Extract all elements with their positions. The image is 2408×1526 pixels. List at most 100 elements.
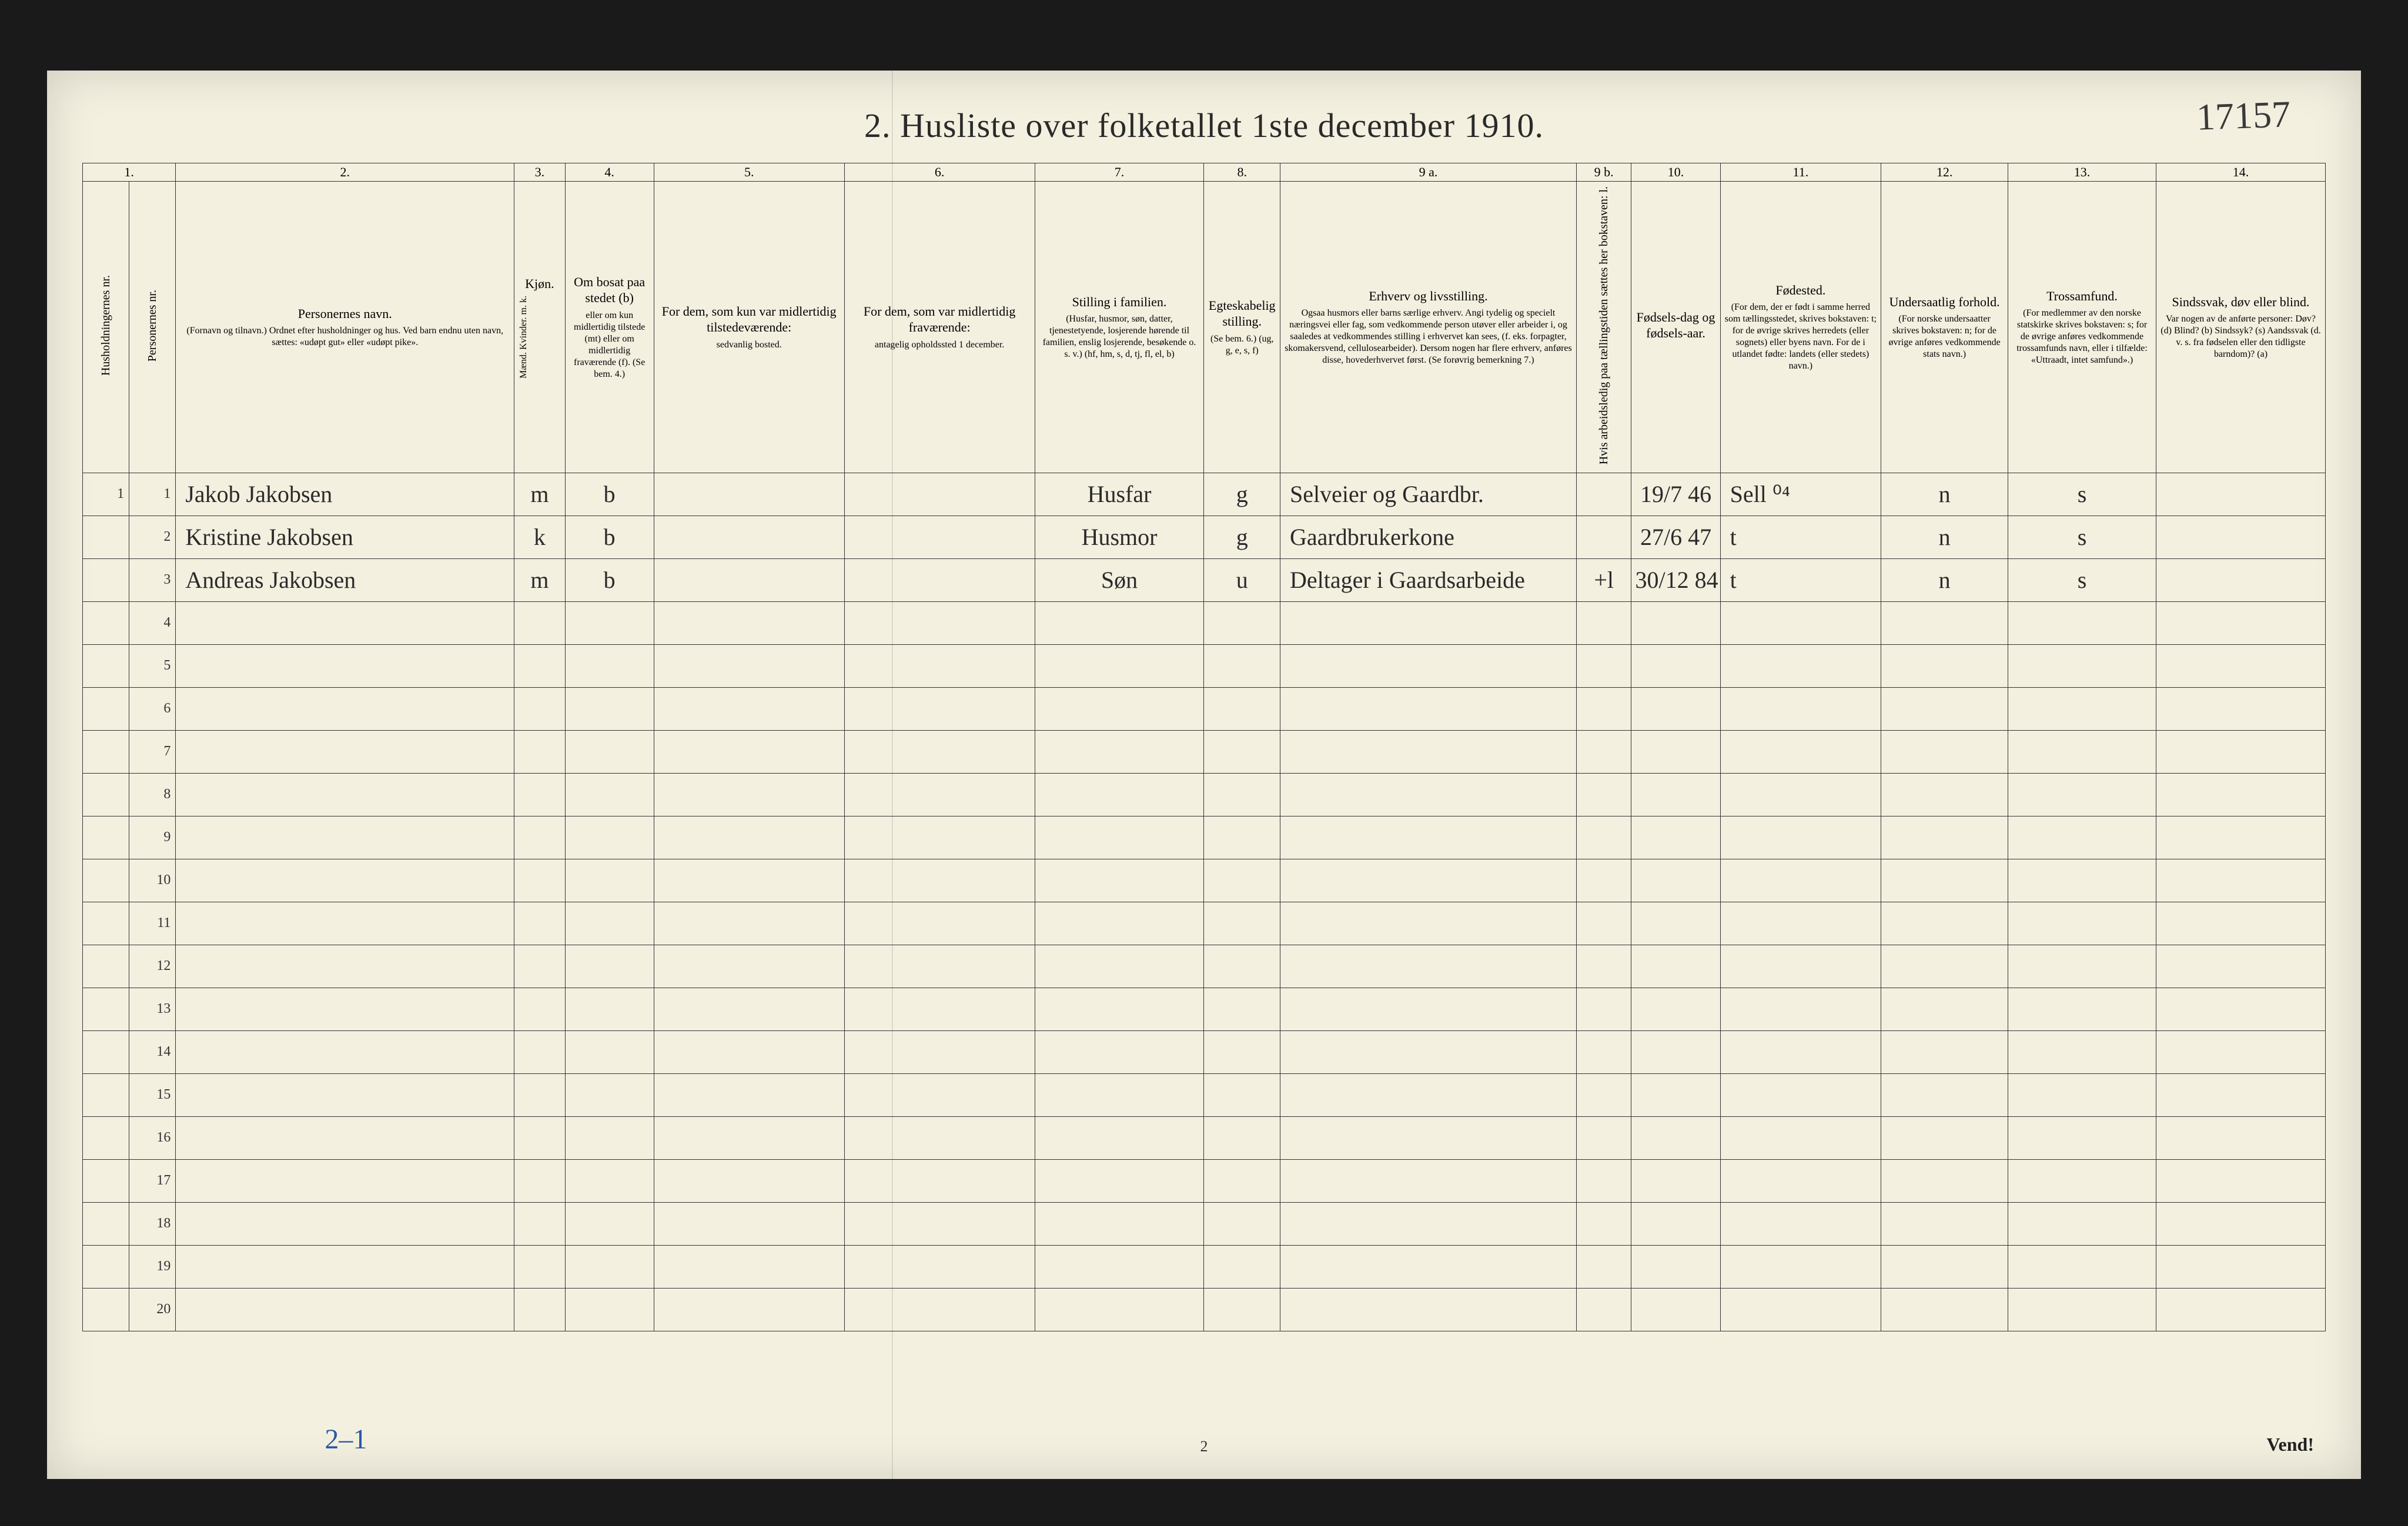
cell-disability (2156, 516, 2325, 558)
cell-name: Kristine Jakobsen (176, 516, 514, 558)
cell-empty (1576, 1159, 1631, 1202)
cell-empty (176, 730, 514, 773)
cell-empty (1881, 1159, 2008, 1202)
cell-empty (654, 601, 844, 644)
colnum-11: 11. (1720, 163, 1881, 182)
cell-empty (1576, 773, 1631, 816)
cell-name: Jakob Jakobsen (176, 473, 514, 516)
cell-empty (514, 601, 565, 644)
header-unemployed: Hvis arbeidsledig paa tællingstiden sætt… (1576, 182, 1631, 473)
colnum-10: 10. (1631, 163, 1720, 182)
cell-disability (2156, 558, 2325, 601)
cell-empty (1035, 1116, 1204, 1159)
cell-birthplace: t (1720, 516, 1881, 558)
cell-empty (176, 687, 514, 730)
cell-empty (1204, 902, 1280, 945)
header-residence: Om bosat paa stedet (b) eller om kun mid… (565, 182, 654, 473)
cell-empty (2156, 988, 2325, 1030)
colnum-9a: 9 a. (1280, 163, 1577, 182)
cell-empty (1280, 1116, 1577, 1159)
cell-empty (1035, 644, 1204, 687)
cell-birthdate: 27/6 47 (1631, 516, 1720, 558)
cell-empty (1881, 644, 2008, 687)
table-row: 4 (83, 601, 2326, 644)
cell-hh (83, 516, 129, 558)
cell-empty (844, 687, 1035, 730)
cell-empty (654, 1116, 844, 1159)
cell-sex: m (514, 473, 565, 516)
cell-empty (654, 859, 844, 902)
cell-temp-present (654, 516, 844, 558)
cell-empty (1204, 1288, 1280, 1331)
cell-empty (1035, 601, 1204, 644)
header-citizenship: Undersaatlig forhold. (For norske unders… (1881, 182, 2008, 473)
cell-empty (2156, 945, 2325, 988)
cell-empty (1720, 1073, 1881, 1116)
cell-empty (844, 601, 1035, 644)
colnum-5: 5. (654, 163, 844, 182)
cell-empty (1881, 687, 2008, 730)
cell-empty (844, 1202, 1035, 1245)
cell-empty (514, 1073, 565, 1116)
cell-empty (1576, 816, 1631, 859)
cell-empty (565, 945, 654, 988)
cell-empty (1631, 945, 1720, 988)
cell-empty (654, 1202, 844, 1245)
cell-empty (844, 1116, 1035, 1159)
cell-marital: g (1204, 473, 1280, 516)
cell-empty (514, 816, 565, 859)
cell-empty (1280, 1030, 1577, 1073)
cell-empty (1280, 773, 1577, 816)
cell-pn: 10 (129, 859, 176, 902)
cell-empty (1631, 1030, 1720, 1073)
cell-hh (83, 816, 129, 859)
cell-religion: s (2008, 516, 2156, 558)
cell-disability (2156, 473, 2325, 516)
cell-empty (1035, 1159, 1204, 1202)
cell-residence: b (565, 516, 654, 558)
cell-sex: k (514, 516, 565, 558)
header-birthplace: Fødested. (For dem, der er født i samme … (1720, 182, 1881, 473)
cell-empty (1881, 859, 2008, 902)
cell-pn: 5 (129, 644, 176, 687)
cell-unemployed: +l (1576, 558, 1631, 601)
cell-empty (514, 1116, 565, 1159)
cell-empty (1881, 773, 2008, 816)
table-row: 2Kristine JakobsenkbHusmorgGaardbrukerko… (83, 516, 2326, 558)
cell-empty (1204, 988, 1280, 1030)
cell-empty (565, 1030, 654, 1073)
cell-empty (1204, 601, 1280, 644)
cell-empty (514, 730, 565, 773)
cell-empty (565, 859, 654, 902)
header-name: Personernes navn. (Fornavn og tilnavn.) … (176, 182, 514, 473)
cell-empty (654, 816, 844, 859)
cell-empty (654, 687, 844, 730)
cell-empty (654, 1073, 844, 1116)
cell-hh (83, 687, 129, 730)
cell-empty (2008, 945, 2156, 988)
table-row: 14 (83, 1030, 2326, 1073)
cell-empty (565, 773, 654, 816)
cell-empty (1035, 945, 1204, 988)
colnum-1: 1. (83, 163, 176, 182)
cell-empty (1280, 1073, 1577, 1116)
cell-empty (514, 859, 565, 902)
cell-empty (1280, 730, 1577, 773)
cell-empty (2008, 988, 2156, 1030)
cell-empty (2156, 687, 2325, 730)
cell-religion: s (2008, 558, 2156, 601)
cell-unemployed (1576, 516, 1631, 558)
cell-empty (1720, 1030, 1881, 1073)
cell-empty (844, 1288, 1035, 1331)
cell-hh (83, 644, 129, 687)
cell-empty (1631, 859, 1720, 902)
cell-empty (1576, 902, 1631, 945)
cell-empty (1576, 1073, 1631, 1116)
table-row: 13 (83, 988, 2326, 1030)
cell-empty (176, 816, 514, 859)
cell-empty (514, 902, 565, 945)
cell-pn: 7 (129, 730, 176, 773)
cell-empty (654, 1245, 844, 1288)
page-number: 2 (1200, 1438, 1208, 1455)
cell-empty (844, 773, 1035, 816)
